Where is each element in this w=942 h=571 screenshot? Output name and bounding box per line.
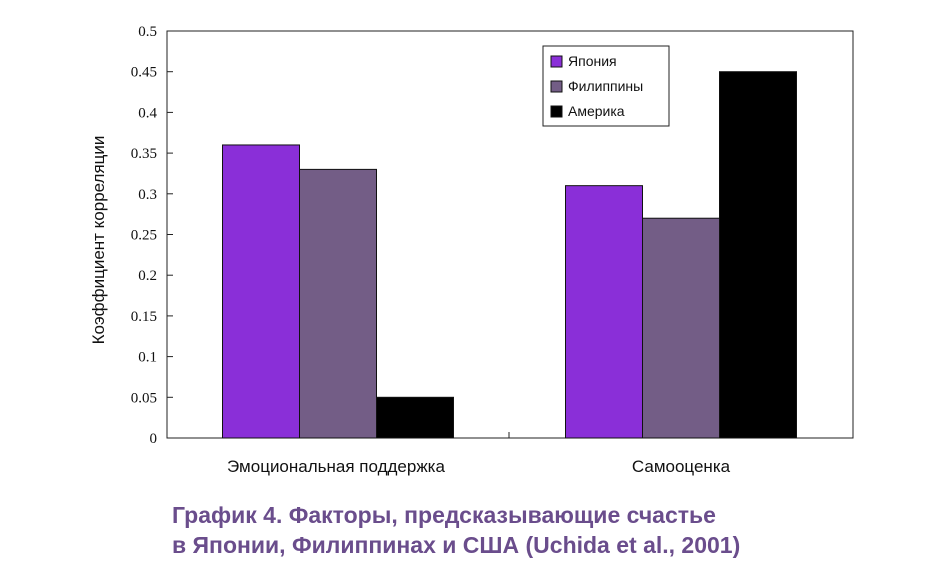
y-tick-label: 0.5 xyxy=(138,24,157,40)
x-category-labels: Эмоциональная поддержка Самооценка xyxy=(227,457,731,476)
caption-line-2: в Японии, Филиппинах и США (Uchida et al… xyxy=(172,532,741,558)
caption-line-1: График 4. Факторы, предсказывающие счаст… xyxy=(172,502,716,528)
y-ticks: 0 0.05 0.1 0.15 0.2 0.25 0.3 0.35 0.4 0.45 0.5 xyxy=(131,24,173,447)
bar-2-1 xyxy=(565,185,643,439)
x-category-label: Самооценка xyxy=(632,457,731,476)
y-tick-label: 0.45 xyxy=(131,65,157,81)
legend-label: Япония xyxy=(568,53,617,69)
chart: 0 0.05 0.1 0.15 0.2 0.25 0.3 0.35 0.4 0.45 0.5 Эмо… xyxy=(89,24,854,476)
chart-caption: График 4. Факторы, предсказывающие счаст… xyxy=(172,500,872,560)
bars xyxy=(222,71,797,439)
legend-items: Япония Филиппины Америка xyxy=(550,53,643,119)
y-tick-label: 0.3 xyxy=(138,187,157,203)
y-axis-title: Коэффициент корреляции xyxy=(89,136,108,345)
legend-box xyxy=(542,45,670,127)
y-tick-label: 0.2 xyxy=(138,268,157,284)
bar-2-3 xyxy=(719,71,797,439)
legend-swatch xyxy=(550,105,563,118)
y-tick-label: 0.25 xyxy=(131,228,157,244)
legend-label: Америка xyxy=(568,103,625,119)
bar-1-2 xyxy=(299,168,377,439)
y-tick-label: 0 xyxy=(150,431,158,447)
bar-2-2 xyxy=(642,217,720,439)
legend-label: Филиппины xyxy=(568,78,643,94)
legend-swatch xyxy=(550,55,563,68)
legend-swatch xyxy=(550,80,563,93)
y-tick-label: 0.1 xyxy=(138,350,157,366)
y-tick-label: 0.05 xyxy=(131,390,157,406)
bar-1-3 xyxy=(376,396,454,439)
y-tick-label: 0.15 xyxy=(131,309,157,325)
x-category-label: Эмоциональная поддержка xyxy=(227,457,445,476)
y-tick-label: 0.4 xyxy=(138,105,157,121)
legend: Япония Филиппины Америка xyxy=(542,45,670,127)
bar-chart-svg: 0 0.05 0.1 0.15 0.2 0.25 0.3 0.35 0.4 0.45 0.5 Эмо… xyxy=(89,24,854,476)
bar-1-1 xyxy=(222,144,300,439)
y-tick-label: 0.35 xyxy=(131,146,157,162)
